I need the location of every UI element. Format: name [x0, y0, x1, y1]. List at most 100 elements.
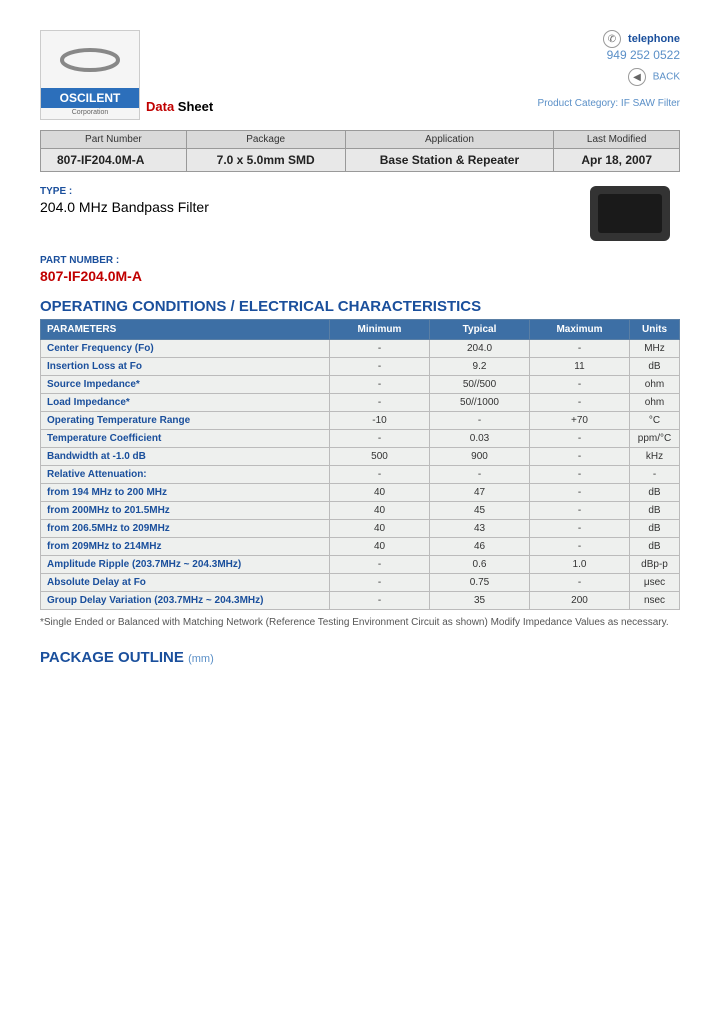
spec-min: 40 [330, 502, 430, 520]
pkg-title-text: PACKAGE OUTLINE [40, 649, 184, 666]
back-link[interactable]: ◀ BACK [538, 68, 680, 86]
spec-max: - [530, 502, 630, 520]
package-outline-title: PACKAGE OUTLINE (mm) [40, 649, 680, 666]
info-data-row: 807-IF204.0M-A 7.0 x 5.0mm SMD Base Stat… [41, 149, 680, 172]
spec-max: +70 [530, 412, 630, 430]
spec-param: Source Impedance* [41, 376, 330, 394]
spec-row: Bandwidth at -1.0 dB500900-kHz [41, 448, 680, 466]
spec-min: - [330, 574, 430, 592]
spec-typ: 45 [430, 502, 530, 520]
spec-typ: 43 [430, 520, 530, 538]
type-col: TYPE : 204.0 MHz Bandpass Filter [40, 186, 590, 241]
spec-min: - [330, 394, 430, 412]
info-h-application: Application [345, 131, 554, 149]
spec-typ: 0.03 [430, 430, 530, 448]
spec-typ: 0.75 [430, 574, 530, 592]
spec-param: Absolute Delay at Fo [41, 574, 330, 592]
spec-typ: 900 [430, 448, 530, 466]
spec-unit: dB [630, 358, 680, 376]
spec-unit: - [630, 466, 680, 484]
spec-typ: 50//1000 [430, 394, 530, 412]
tel-row: ✆ telephone [538, 30, 680, 48]
brand-name: OSCILENT [41, 88, 139, 108]
spec-typ: 204.0 [430, 340, 530, 358]
spec-row: Amplitude Ripple (203.7MHz ~ 204.3MHz)-0… [41, 556, 680, 574]
spec-h-min: Minimum [330, 320, 430, 340]
info-h-partnum: Part Number [41, 131, 187, 149]
spec-param: Load Impedance* [41, 394, 330, 412]
data-sheet-label: Data Sheet [146, 99, 213, 114]
header-right: ✆ telephone 949 252 0522 ◀ BACK Product … [538, 30, 680, 120]
spec-section-title: OPERATING CONDITIONS / ELECTRICAL CHARAC… [40, 298, 680, 315]
spec-row: Operating Temperature Range-10-+70°C [41, 412, 680, 430]
spec-row: from 194 MHz to 200 MHz4047-dB [41, 484, 680, 502]
chip-image [590, 186, 670, 241]
product-category: Product Category: IF SAW Filter [538, 98, 680, 109]
type-label: TYPE : [40, 186, 590, 197]
spec-table: PARAMETERS Minimum Typical Maximum Units… [40, 319, 680, 610]
brand-sub: Corporation [41, 108, 139, 119]
footnote: *Single Ended or Balanced with Matching … [40, 616, 680, 629]
spec-min: -10 [330, 412, 430, 430]
back-icon: ◀ [628, 68, 646, 86]
spec-typ: 0.6 [430, 556, 530, 574]
spec-typ: 50//500 [430, 376, 530, 394]
spec-param: Bandwidth at -1.0 dB [41, 448, 330, 466]
logo-ring-icon [41, 31, 139, 88]
spec-unit: ohm [630, 394, 680, 412]
spec-param: from 209MHz to 214MHz [41, 538, 330, 556]
spec-row: from 209MHz to 214MHz4046-dB [41, 538, 680, 556]
info-table: Part Number Package Application Last Mod… [40, 130, 680, 172]
spec-unit: ppm/°C [630, 430, 680, 448]
spec-typ: - [430, 412, 530, 430]
spec-row: from 206.5MHz to 209MHz4043-dB [41, 520, 680, 538]
back-text: BACK [653, 72, 680, 83]
spec-row: Absolute Delay at Fo-0.75-μsec [41, 574, 680, 592]
type-row: TYPE : 204.0 MHz Bandpass Filter [40, 186, 680, 241]
tel-label: telephone [628, 33, 680, 45]
spec-min: 40 [330, 484, 430, 502]
spec-max: - [530, 574, 630, 592]
spec-unit: μsec [630, 574, 680, 592]
pkg-title-unit: (mm) [188, 653, 214, 665]
info-application: Base Station & Repeater [345, 149, 554, 172]
info-h-package: Package [186, 131, 345, 149]
spec-row: Load Impedance*-50//1000-ohm [41, 394, 680, 412]
info-header-row: Part Number Package Application Last Mod… [41, 131, 680, 149]
spec-param: Insertion Loss at Fo [41, 358, 330, 376]
spec-param: Relative Attenuation: [41, 466, 330, 484]
data-sheet-black: Sheet [174, 99, 213, 114]
spec-unit: dBp-p [630, 556, 680, 574]
spec-max: 1.0 [530, 556, 630, 574]
spec-h-max: Maximum [530, 320, 630, 340]
tel-num: 949 252 0522 [538, 48, 680, 62]
spec-unit: MHz [630, 340, 680, 358]
spec-row: Center Frequency (Fo)-204.0-MHz [41, 340, 680, 358]
spec-typ: - [430, 466, 530, 484]
spec-row: Group Delay Variation (203.7MHz ~ 204.3M… [41, 592, 680, 610]
spec-min: 40 [330, 538, 430, 556]
spec-row: Relative Attenuation:---- [41, 466, 680, 484]
spec-h-param: PARAMETERS [41, 320, 330, 340]
spec-typ: 35 [430, 592, 530, 610]
info-modified: Apr 18, 2007 [554, 149, 680, 172]
spec-param: Center Frequency (Fo) [41, 340, 330, 358]
spec-unit: dB [630, 538, 680, 556]
type-value: 204.0 MHz Bandpass Filter [40, 199, 590, 215]
info-package: 7.0 x 5.0mm SMD [186, 149, 345, 172]
spec-max: - [530, 538, 630, 556]
spec-param: from 206.5MHz to 209MHz [41, 520, 330, 538]
part-number-value: 807-IF204.0M-A [40, 268, 680, 284]
spec-h-units: Units [630, 320, 680, 340]
logo-area: OSCILENT Corporation Data Sheet [40, 30, 213, 120]
data-sheet-red: Data [146, 99, 174, 114]
spec-tbody: Center Frequency (Fo)-204.0-MHzInsertion… [41, 340, 680, 610]
spec-unit: kHz [630, 448, 680, 466]
spec-param: from 200MHz to 201.5MHz [41, 502, 330, 520]
spec-unit: dB [630, 520, 680, 538]
spec-unit: ohm [630, 376, 680, 394]
header: OSCILENT Corporation Data Sheet ✆ teleph… [40, 30, 680, 120]
spec-max: - [530, 430, 630, 448]
spec-param: from 194 MHz to 200 MHz [41, 484, 330, 502]
spec-max: - [530, 520, 630, 538]
